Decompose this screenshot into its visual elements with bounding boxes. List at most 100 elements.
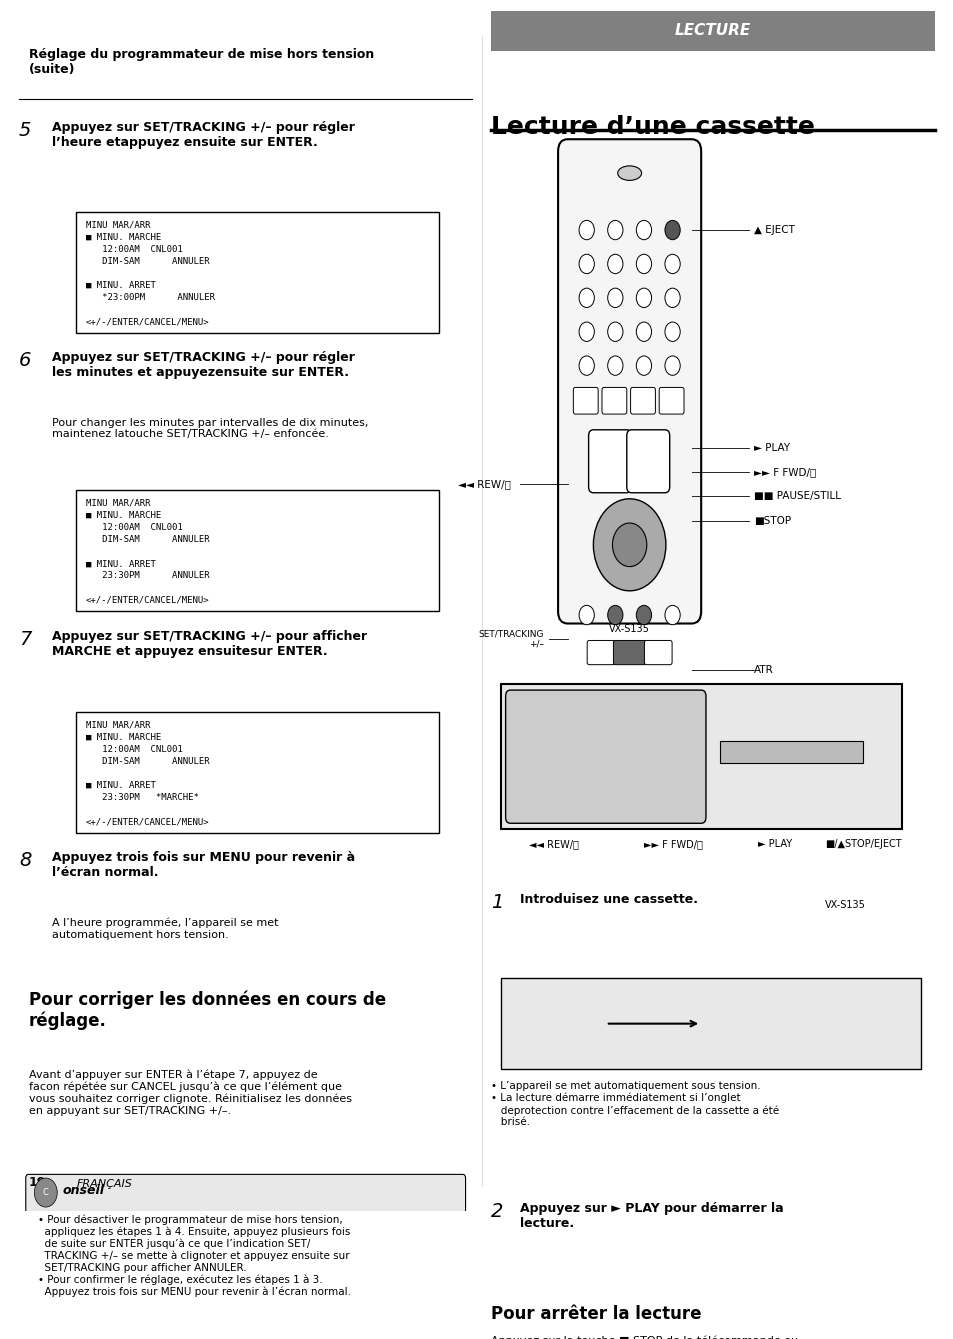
Circle shape	[664, 323, 679, 341]
Text: 5: 5	[19, 121, 31, 141]
Text: Lecture d’une cassette: Lecture d’une cassette	[491, 115, 814, 139]
Text: <+/-/ENTER/CANCEL/MENU>: <+/-/ENTER/CANCEL/MENU>	[86, 817, 210, 826]
Text: A l’heure programmée, l’appareil se met
automatiquement hors tension.: A l’heure programmée, l’appareil se met …	[52, 917, 278, 940]
Text: VX-S135: VX-S135	[824, 900, 865, 909]
Text: Introduisez une cassette.: Introduisez une cassette.	[519, 893, 698, 907]
Text: Appuyez sur la touche ■ STOP de la télécommande ou
■/▲ STOP/EJECT de l’appareil.: Appuyez sur la touche ■ STOP de la téléc…	[491, 1335, 798, 1339]
FancyBboxPatch shape	[76, 712, 438, 833]
Text: 23:30PM      ANNULER: 23:30PM ANNULER	[86, 572, 210, 580]
Circle shape	[578, 254, 594, 273]
Text: VX-S135: VX-S135	[609, 624, 649, 633]
Circle shape	[664, 254, 679, 273]
Text: MINU MAR/ARR: MINU MAR/ARR	[86, 221, 151, 229]
Text: ■ MINU. ARRET: ■ MINU. ARRET	[86, 560, 155, 568]
FancyBboxPatch shape	[26, 1174, 465, 1339]
Ellipse shape	[618, 166, 640, 181]
FancyBboxPatch shape	[588, 430, 631, 493]
Circle shape	[34, 1178, 57, 1206]
Text: ■ MINU. ARRET: ■ MINU. ARRET	[86, 281, 155, 289]
FancyBboxPatch shape	[500, 979, 920, 1069]
FancyBboxPatch shape	[659, 387, 683, 414]
Bar	[720, 740, 862, 763]
Text: • L’appareil se met automatiquement sous tension.
• La lecture démarre immédiate: • L’appareil se met automatiquement sous…	[491, 1081, 779, 1127]
FancyBboxPatch shape	[558, 139, 700, 624]
Text: Appuyez sur SET/TRACKING +/– pour régler
l’heure etappuyez ensuite sur ENTER.: Appuyez sur SET/TRACKING +/– pour régler…	[52, 121, 355, 149]
Circle shape	[607, 605, 622, 625]
Circle shape	[612, 524, 646, 566]
Text: Appuyez sur SET/TRACKING +/– pour régler
les minutes et appuyezensuite sur ENTER: Appuyez sur SET/TRACKING +/– pour régler…	[52, 351, 355, 379]
Text: 1: 1	[491, 893, 503, 912]
FancyBboxPatch shape	[644, 640, 672, 664]
Circle shape	[578, 323, 594, 341]
Circle shape	[664, 221, 679, 240]
Text: Pour changer les minutes par intervalles de dix minutes,
maintenez latouche SET/: Pour changer les minutes par intervalles…	[52, 418, 369, 439]
Text: ▲ EJECT: ▲ EJECT	[753, 225, 794, 236]
Text: ►► F FWD/Ⓘ: ►► F FWD/Ⓘ	[643, 840, 702, 849]
Circle shape	[664, 605, 679, 625]
Text: ◄◄ REW/Ⓘ: ◄◄ REW/Ⓘ	[457, 479, 510, 489]
Circle shape	[664, 288, 679, 308]
Circle shape	[578, 288, 594, 308]
Text: ■ MINU. ARRET: ■ MINU. ARRET	[86, 781, 155, 790]
Text: 23:30PM   *MARCHE*: 23:30PM *MARCHE*	[86, 793, 198, 802]
Circle shape	[607, 356, 622, 375]
Text: ■/▲STOP/EJECT: ■/▲STOP/EJECT	[824, 840, 901, 849]
Text: Appuyez sur SET/TRACKING +/– pour afficher
MARCHE et appuyez ensuitesur ENTER.: Appuyez sur SET/TRACKING +/– pour affich…	[52, 629, 367, 657]
Circle shape	[636, 356, 651, 375]
Text: onseil: onseil	[63, 1184, 105, 1197]
Circle shape	[578, 356, 594, 375]
FancyBboxPatch shape	[626, 430, 669, 493]
Text: Avant d’appuyer sur ENTER à l’étape 7, appuyez de
facon répétée sur CANCEL jusqu: Avant d’appuyer sur ENTER à l’étape 7, a…	[29, 1069, 352, 1115]
Text: SET/TRACKING
+/–: SET/TRACKING +/–	[477, 629, 543, 649]
FancyBboxPatch shape	[587, 640, 614, 664]
FancyBboxPatch shape	[500, 684, 901, 829]
Text: DIM-SAM      ANNULER: DIM-SAM ANNULER	[86, 257, 210, 265]
Circle shape	[607, 288, 622, 308]
Circle shape	[636, 221, 651, 240]
Text: ■ MINU. MARCHE: ■ MINU. MARCHE	[86, 511, 161, 520]
Text: Appuyez sur ► PLAY pour démarrer la
lecture.: Appuyez sur ► PLAY pour démarrer la lect…	[519, 1202, 782, 1231]
Circle shape	[607, 323, 622, 341]
Text: MINU MAR/ARR: MINU MAR/ARR	[86, 720, 151, 730]
Circle shape	[664, 356, 679, 375]
Text: ■ MINU. MARCHE: ■ MINU. MARCHE	[86, 233, 161, 241]
Text: 12:00AM  CNL001: 12:00AM CNL001	[86, 245, 182, 253]
FancyBboxPatch shape	[630, 387, 655, 414]
Text: 6: 6	[19, 351, 31, 370]
Text: • Pour désactiver le programmateur de mise hors tension,
  appliquez les étapes : • Pour désactiver le programmateur de mi…	[38, 1214, 351, 1297]
Text: ATR: ATR	[753, 664, 773, 675]
Text: 12:00AM  CNL001: 12:00AM CNL001	[86, 524, 182, 532]
Text: FRANÇAIS: FRANÇAIS	[76, 1178, 132, 1189]
Text: ■STOP: ■STOP	[753, 516, 790, 526]
Text: ■■ PAUSE/STILL: ■■ PAUSE/STILL	[753, 491, 840, 501]
Text: Réglage du programmateur de mise hors tension
(suite): Réglage du programmateur de mise hors te…	[29, 48, 374, 76]
Text: 7: 7	[19, 629, 31, 648]
FancyBboxPatch shape	[613, 640, 645, 664]
Text: ◄◄ REW/Ⓘ: ◄◄ REW/Ⓘ	[529, 840, 578, 849]
Text: ► PLAY: ► PLAY	[753, 443, 789, 453]
Text: C: C	[43, 1188, 49, 1197]
Circle shape	[636, 323, 651, 341]
Text: ► PLAY: ► PLAY	[758, 840, 792, 849]
Circle shape	[578, 221, 594, 240]
Text: ►► F FWD/Ⓘ: ►► F FWD/Ⓘ	[753, 467, 815, 477]
Text: 19: 19	[29, 1176, 46, 1189]
Text: 8: 8	[19, 852, 31, 870]
Circle shape	[636, 254, 651, 273]
Text: Pour arrêter la lecture: Pour arrêter la lecture	[491, 1306, 701, 1323]
Circle shape	[593, 499, 665, 590]
Text: LECTURE: LECTURE	[674, 23, 750, 39]
Text: Appuyez trois fois sur MENU pour revenir à
l’écran normal.: Appuyez trois fois sur MENU pour revenir…	[52, 852, 355, 880]
Text: 12:00AM  CNL001: 12:00AM CNL001	[86, 744, 182, 754]
Circle shape	[607, 254, 622, 273]
Text: *23:00PM      ANNULER: *23:00PM ANNULER	[86, 293, 214, 303]
Circle shape	[607, 221, 622, 240]
Text: <+/-/ENTER/CANCEL/MENU>: <+/-/ENTER/CANCEL/MENU>	[86, 596, 210, 605]
FancyBboxPatch shape	[505, 690, 705, 823]
Circle shape	[636, 605, 651, 625]
FancyBboxPatch shape	[573, 387, 598, 414]
Text: <+/-/ENTER/CANCEL/MENU>: <+/-/ENTER/CANCEL/MENU>	[86, 317, 210, 327]
Text: MINU MAR/ARR: MINU MAR/ARR	[86, 499, 151, 507]
FancyBboxPatch shape	[601, 387, 626, 414]
Text: 2: 2	[491, 1202, 503, 1221]
